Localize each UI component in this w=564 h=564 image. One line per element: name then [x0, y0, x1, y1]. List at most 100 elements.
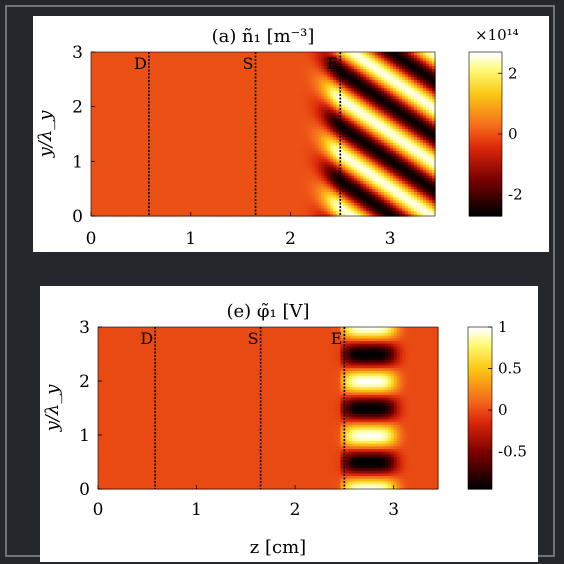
heatmap-cell — [171, 144, 176, 149]
heatmap-cell — [177, 93, 182, 97]
heatmap-cell — [120, 84, 125, 89]
heatmap-cell — [117, 199, 122, 203]
heatmap-cell — [171, 54, 176, 59]
heatmap-cell — [219, 169, 224, 173]
heatmap-cell — [195, 147, 200, 151]
heatmap-cell — [189, 150, 194, 154]
heatmap-cell — [102, 120, 107, 124]
heatmap-cell — [126, 139, 131, 143]
heatmap-cell — [126, 103, 131, 108]
heatmap-cell — [96, 90, 101, 94]
heatmap-cell — [138, 128, 143, 132]
heatmap-cell — [144, 112, 149, 116]
heatmap-cell — [156, 128, 161, 132]
heatmap-cell — [93, 142, 98, 146]
heatmap-cell — [303, 73, 307, 78]
heatmap-cell — [225, 166, 230, 171]
heatmap-cell — [318, 166, 322, 171]
heatmap-cell — [165, 90, 170, 94]
heatmap-cell — [114, 180, 119, 184]
heatmap-cell — [231, 52, 236, 56]
heatmap-cell — [198, 52, 203, 56]
heatmap-cell — [279, 199, 284, 203]
heatmap-cell — [108, 68, 113, 72]
heatmap-cell — [96, 114, 101, 119]
heatmap-cell — [138, 103, 143, 108]
heatmap-cell — [228, 60, 233, 64]
heatmap-cell — [93, 60, 98, 64]
heatmap-cell — [213, 169, 218, 173]
heatmap-cell — [156, 114, 161, 119]
heatmap-cell — [111, 71, 116, 75]
heatmap-cell — [159, 153, 164, 157]
heatmap-cell — [243, 52, 248, 56]
heatmap-cell — [273, 95, 278, 100]
heatmap-cell — [306, 114, 310, 119]
heatmap-cell — [177, 205, 182, 209]
heatmap-cell — [150, 144, 155, 149]
heatmap-cell — [261, 71, 266, 75]
heatmap-cell — [222, 57, 227, 61]
heatmap-cell — [288, 84, 293, 89]
heatmap-cell — [138, 68, 143, 72]
heatmap-cell — [201, 144, 206, 149]
heatmap-cell — [198, 185, 203, 190]
heatmap-cell — [267, 117, 272, 121]
heatmap-cell — [270, 62, 275, 67]
heatmap-cell — [249, 112, 254, 116]
heatmap-cell — [147, 98, 152, 102]
heatmap-cell — [195, 60, 200, 64]
heatmap-cell — [174, 199, 179, 203]
heatmap-cell — [183, 134, 188, 138]
heatmap-cell — [210, 90, 215, 94]
heatmap-cell — [210, 134, 215, 138]
heatmap-cell — [192, 131, 197, 135]
heatmap-cell — [261, 125, 266, 130]
heatmap-cell — [135, 101, 140, 105]
heatmap-cell — [258, 153, 263, 157]
heatmap-cell — [132, 54, 137, 59]
heatmap-cell — [279, 164, 284, 168]
heatmap-cell — [216, 172, 221, 176]
heatmap-cell — [198, 166, 203, 171]
heatmap-cell — [120, 117, 125, 121]
heatmap-cell — [150, 147, 155, 151]
heatmap-cell — [336, 172, 340, 176]
heatmap-cell — [234, 120, 239, 124]
heatmap-cell — [312, 73, 316, 78]
heatmap-cell — [225, 87, 230, 91]
heatmap-cell — [312, 103, 316, 108]
heatmap-cell — [288, 136, 293, 141]
heatmap-cell — [177, 158, 182, 162]
heatmap-cell — [192, 82, 197, 86]
heatmap-cell — [111, 123, 116, 127]
heatmap-cell — [300, 84, 304, 89]
heatmap-cell — [102, 177, 107, 182]
heatmap-cell — [291, 87, 296, 91]
heatmap-cell — [297, 144, 301, 149]
heatmap-cell — [93, 98, 98, 102]
heatmap-cell — [91, 147, 95, 151]
heatmap-cell — [147, 134, 152, 138]
heatmap-cell — [309, 68, 313, 72]
heatmap-cell — [234, 93, 239, 97]
heatmap-cell — [243, 73, 248, 78]
heatmap-cell — [114, 199, 119, 203]
heatmap-cell — [270, 125, 275, 130]
heatmap-cell — [111, 155, 116, 160]
heatmap-cell — [318, 79, 322, 83]
heatmap-cell — [261, 95, 266, 100]
heatmap-cell — [153, 90, 158, 94]
heatmap-cell — [132, 117, 137, 121]
heatmap-cell — [315, 109, 319, 113]
heatmap-cell — [210, 82, 215, 86]
heatmap-cell — [336, 98, 340, 102]
heatmap-cell — [150, 158, 155, 162]
heatmap-cell — [156, 90, 161, 94]
heatmap-cell — [264, 202, 269, 206]
heatmap-cell — [321, 103, 325, 108]
heatmap-cell — [300, 65, 304, 69]
heatmap-cell — [114, 158, 119, 162]
heatmap-cell — [285, 71, 290, 75]
heatmap-cell — [261, 172, 266, 176]
